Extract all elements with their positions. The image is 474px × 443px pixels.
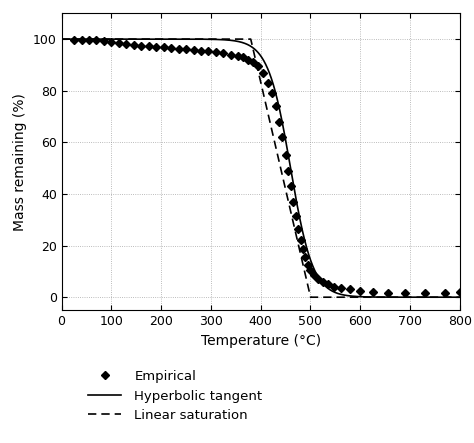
X-axis label: Temperature (°C): Temperature (°C) xyxy=(201,334,321,347)
Legend: Empirical, Hyperbolic tangent, Linear saturation: Empirical, Hyperbolic tangent, Linear sa… xyxy=(88,370,263,423)
Y-axis label: Mass remaining (%): Mass remaining (%) xyxy=(13,93,27,231)
